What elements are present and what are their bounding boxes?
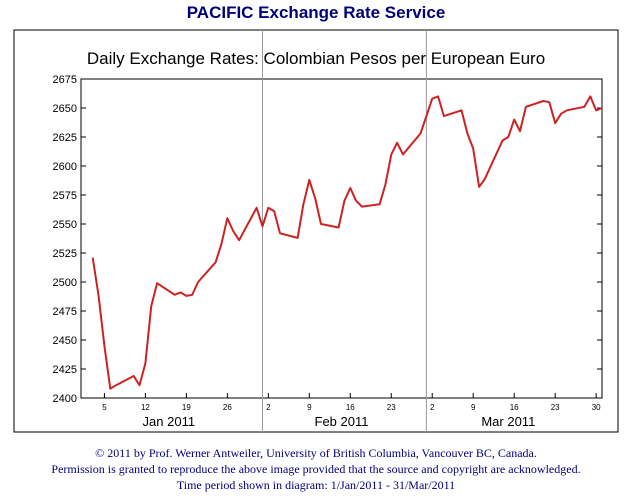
y-tick-label: 2450	[53, 335, 77, 347]
x-tick-label: 23	[387, 403, 396, 412]
y-tick-label: 2625	[53, 132, 77, 144]
exchange-rate-chart: 2400242524502475250025252550257526002625…	[13, 29, 619, 433]
month-label: Jan 2011	[143, 414, 196, 429]
y-tick-label: 2475	[53, 306, 77, 318]
y-tick-label: 2550	[53, 219, 77, 231]
x-tick-label: 9	[307, 403, 312, 412]
y-tick-label: 2575	[53, 190, 77, 202]
x-tick-label: 12	[141, 403, 150, 412]
y-tick-label: 2400	[53, 393, 77, 405]
x-tick-label: 2	[266, 403, 271, 412]
permission-notice: Permission is granted to reproduce the a…	[51, 462, 581, 476]
x-tick-label: 16	[346, 403, 355, 412]
chart-title: Daily Exchange Rates: Colombian Pesos pe…	[87, 49, 545, 68]
x-tick-label: 19	[182, 403, 191, 412]
x-tick-label: 26	[223, 403, 232, 412]
month-label: Mar 2011	[481, 414, 535, 429]
y-tick-label: 2675	[53, 74, 77, 86]
y-tick-label: 2425	[53, 364, 77, 376]
x-tick-label: 16	[510, 403, 519, 412]
x-tick-label: 23	[551, 403, 560, 412]
x-tick-label: 5	[102, 403, 107, 412]
time-period-note: Time period shown in diagram: 1/Jan/2011…	[176, 478, 456, 492]
page-title: PACIFIC Exchange Rate Service	[186, 3, 446, 22]
plot-area-border	[80, 78, 603, 399]
y-tick-label: 2525	[53, 248, 77, 260]
x-tick-label: 9	[471, 403, 476, 412]
y-tick-label: 2500	[53, 277, 77, 289]
x-tick-label: 2	[430, 403, 435, 412]
y-tick-label: 2650	[53, 103, 77, 115]
outer-frame	[13, 29, 619, 433]
y-tick-label: 2600	[53, 161, 77, 173]
copyright-notice: © 2011 by Prof. Werner Antweiler, Univer…	[95, 446, 537, 460]
series-line	[91, 95, 603, 390]
x-tick-label: 30	[592, 403, 601, 412]
month-label: Feb 2011	[315, 414, 369, 429]
